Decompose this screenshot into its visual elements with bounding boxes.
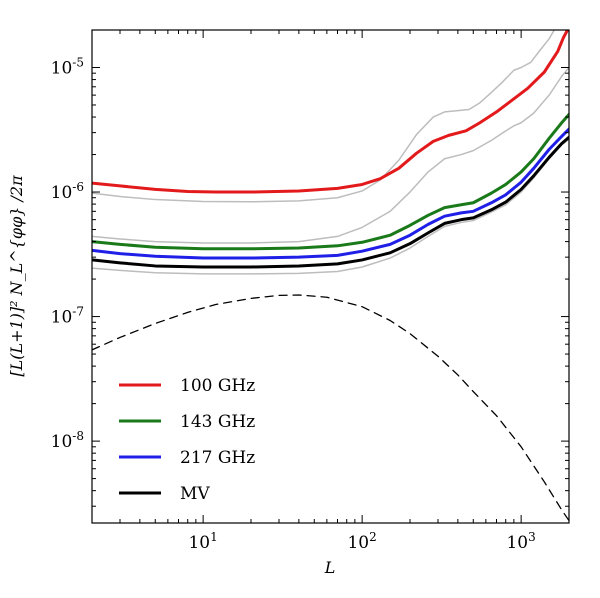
legend-label: 217 GHz: [180, 448, 255, 468]
series-line-143-ghz: [92, 112, 569, 251]
plot-frame: [91, 29, 570, 524]
series-line-217-ghz: [92, 127, 569, 260]
legend-label: 143 GHz: [180, 412, 255, 432]
y-axis-label: [L(L+1)]² N_L^{φφ} /2π: [7, 175, 26, 377]
x-axis-label: L: [324, 558, 336, 577]
signal-dashed-line: [92, 294, 569, 522]
series-line-mv: [92, 135, 569, 269]
grey-reference-line-4: [92, 30, 556, 203]
legend: 100 GHz 143 GHz 217 GHz MV: [119, 376, 255, 504]
legend-label: 100 GHz: [180, 376, 255, 396]
legend-label: MV: [180, 484, 210, 504]
x-tick-label: 101: [188, 530, 217, 553]
grey-reference-line-5: [92, 66, 569, 244]
x-tick-label: 103: [506, 530, 535, 553]
x-tick-label: 102: [347, 530, 376, 553]
y-tick-label: 10-7: [51, 305, 84, 328]
y-tick-label: 10-5: [51, 55, 84, 78]
y-tick-label: 10-6: [51, 180, 84, 203]
series-line-100-ghz: [92, 30, 569, 194]
y-tick-label: 10-8: [51, 429, 84, 452]
series-layer: [92, 30, 569, 522]
ticks-layer: 101 102 103 10-5 10-6 10-7 10-8: [51, 29, 570, 553]
grey-reference-line-6: [92, 138, 569, 275]
